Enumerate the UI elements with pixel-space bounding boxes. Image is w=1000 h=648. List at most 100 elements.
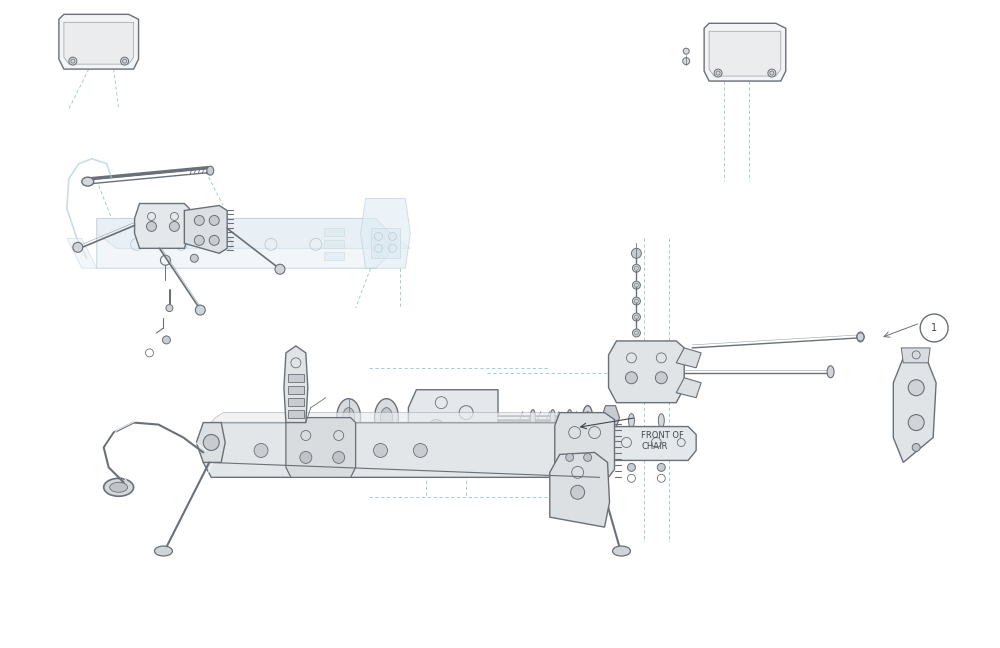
Circle shape: [908, 380, 924, 396]
Circle shape: [275, 264, 285, 274]
Bar: [324, 228, 344, 237]
Ellipse shape: [375, 399, 398, 437]
Ellipse shape: [567, 410, 572, 426]
Circle shape: [912, 443, 920, 452]
Polygon shape: [64, 22, 134, 64]
Polygon shape: [135, 203, 189, 248]
Circle shape: [632, 264, 640, 272]
Bar: [288, 386, 304, 394]
Circle shape: [632, 329, 640, 337]
Circle shape: [584, 454, 592, 461]
Ellipse shape: [583, 406, 593, 430]
Bar: [288, 374, 304, 382]
Bar: [324, 240, 344, 248]
Circle shape: [374, 443, 387, 457]
Circle shape: [714, 69, 722, 77]
Polygon shape: [203, 422, 600, 478]
Circle shape: [166, 305, 173, 312]
Polygon shape: [408, 389, 498, 457]
Polygon shape: [67, 238, 97, 268]
Circle shape: [683, 48, 689, 54]
Circle shape: [194, 216, 204, 226]
Polygon shape: [609, 341, 684, 402]
Ellipse shape: [550, 410, 555, 426]
Bar: [288, 410, 304, 417]
Circle shape: [566, 454, 574, 461]
Circle shape: [294, 443, 308, 457]
Circle shape: [254, 443, 268, 457]
Polygon shape: [555, 413, 615, 482]
Polygon shape: [284, 346, 308, 422]
Circle shape: [588, 456, 602, 469]
Circle shape: [413, 443, 427, 457]
Ellipse shape: [82, 177, 94, 186]
Ellipse shape: [207, 166, 214, 175]
Ellipse shape: [585, 411, 590, 424]
Circle shape: [300, 452, 312, 463]
Polygon shape: [371, 228, 400, 259]
Ellipse shape: [613, 546, 630, 556]
Polygon shape: [901, 348, 930, 363]
Ellipse shape: [381, 408, 392, 428]
Circle shape: [209, 235, 219, 246]
Circle shape: [69, 57, 77, 65]
Circle shape: [121, 57, 129, 65]
Polygon shape: [97, 218, 410, 248]
Circle shape: [169, 222, 179, 231]
Ellipse shape: [628, 428, 634, 441]
Polygon shape: [602, 406, 619, 430]
Polygon shape: [97, 218, 390, 268]
Circle shape: [428, 420, 444, 435]
Circle shape: [632, 281, 640, 289]
Ellipse shape: [104, 478, 134, 496]
Circle shape: [333, 452, 345, 463]
Circle shape: [657, 463, 665, 471]
Ellipse shape: [110, 482, 128, 492]
Polygon shape: [676, 348, 701, 368]
Polygon shape: [286, 417, 356, 478]
Ellipse shape: [154, 546, 172, 556]
Bar: [324, 252, 344, 260]
Circle shape: [190, 254, 198, 262]
Ellipse shape: [857, 332, 864, 342]
Circle shape: [194, 235, 204, 246]
Ellipse shape: [658, 428, 664, 441]
Text: 1: 1: [931, 323, 937, 333]
Circle shape: [627, 463, 635, 471]
Circle shape: [195, 305, 205, 315]
Circle shape: [908, 415, 924, 430]
Polygon shape: [893, 353, 936, 463]
Ellipse shape: [658, 413, 664, 428]
Polygon shape: [605, 426, 696, 461]
Ellipse shape: [827, 366, 834, 378]
Text: FRONT OF
CHAIR: FRONT OF CHAIR: [641, 430, 684, 452]
Circle shape: [568, 456, 582, 469]
Circle shape: [683, 58, 690, 65]
Polygon shape: [676, 378, 701, 398]
Circle shape: [147, 222, 156, 231]
Polygon shape: [196, 422, 225, 463]
Circle shape: [334, 443, 348, 457]
Polygon shape: [704, 23, 786, 81]
Circle shape: [209, 216, 219, 226]
Circle shape: [632, 297, 640, 305]
Polygon shape: [184, 205, 227, 253]
Circle shape: [571, 485, 585, 499]
Ellipse shape: [343, 408, 355, 428]
Circle shape: [203, 435, 219, 450]
Polygon shape: [361, 198, 410, 268]
Circle shape: [73, 242, 83, 252]
Circle shape: [625, 372, 637, 384]
Circle shape: [162, 336, 170, 344]
Ellipse shape: [530, 410, 535, 426]
Polygon shape: [550, 452, 610, 527]
Ellipse shape: [337, 399, 361, 437]
Circle shape: [655, 372, 667, 384]
Polygon shape: [59, 14, 139, 69]
Circle shape: [631, 248, 641, 259]
Polygon shape: [211, 413, 588, 422]
Polygon shape: [709, 31, 781, 76]
Bar: [288, 398, 304, 406]
Circle shape: [768, 69, 776, 77]
Ellipse shape: [628, 413, 634, 428]
